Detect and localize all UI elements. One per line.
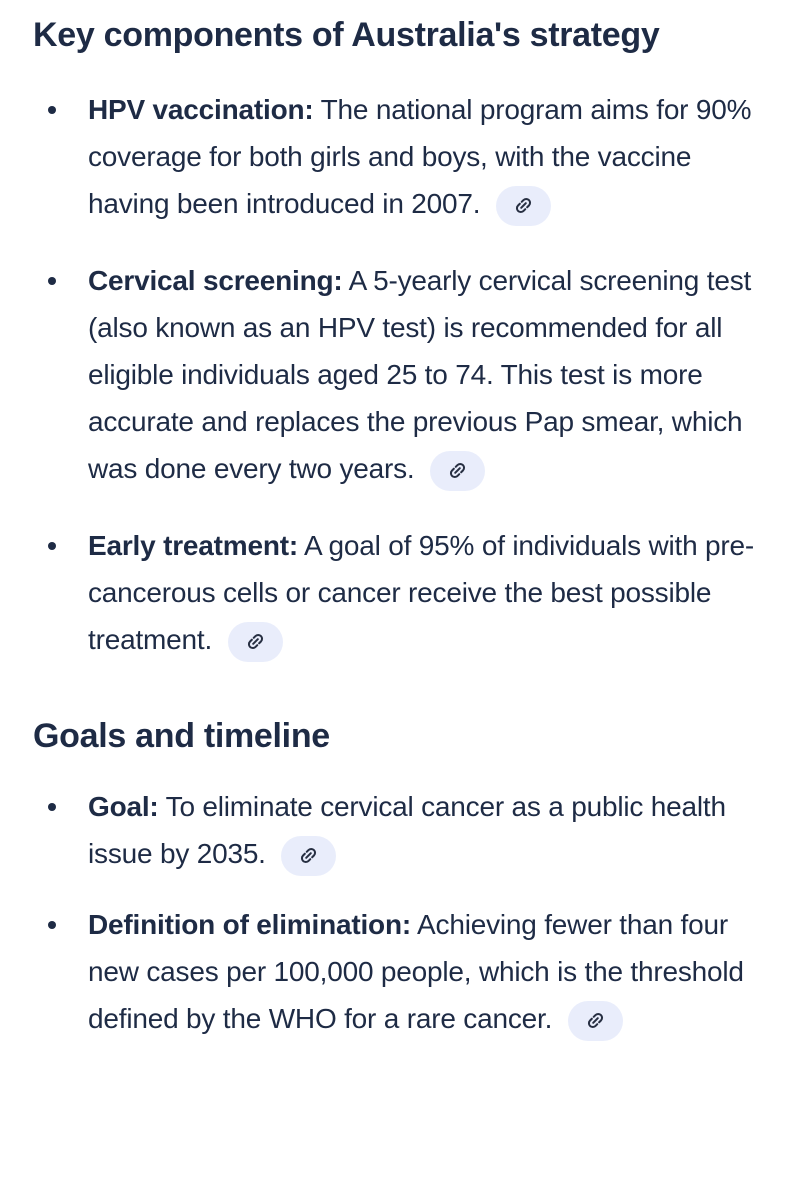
link-icon [450, 463, 466, 479]
bullet-marker [48, 106, 56, 114]
list-item: Cervical screening: A 5-yearly cervical … [33, 257, 760, 492]
item-label: Early treatment: [88, 530, 298, 561]
list-item-text: Goal: To eliminate cervical cancer as a … [88, 783, 760, 877]
section-heading-key-components: Key components of Australia's strategy [33, 16, 660, 54]
link-icon [587, 1013, 603, 1029]
bullet-marker [48, 277, 56, 285]
list-item: HPV vaccination: The national program ai… [33, 86, 760, 227]
link-icon [515, 198, 531, 214]
bullet-marker [48, 542, 56, 550]
item-label: Cervical screening: [88, 265, 343, 296]
item-body: The national program aims for 90% covera… [88, 94, 752, 219]
item-body: To eliminate cervical cancer as a public… [88, 791, 726, 869]
list-item: Definition of elimination: Achieving few… [33, 901, 760, 1042]
source-link-button[interactable] [227, 621, 283, 662]
list-item: Early treatment: A goal of 95% of indivi… [33, 522, 760, 663]
item-label: Goal: [88, 791, 159, 822]
source-link-button[interactable] [495, 185, 551, 226]
source-link-button[interactable] [281, 835, 337, 876]
list-item-text: HPV vaccination: The national program ai… [88, 86, 760, 227]
item-body: A 5-yearly cervical screening test (also… [88, 265, 752, 484]
item-label: HPV vaccination: [88, 94, 314, 125]
list-item-text: Early treatment: A goal of 95% of indivi… [88, 522, 760, 663]
bullet-marker [48, 921, 56, 929]
goals-timeline-list: Goal: To eliminate cervical cancer as a … [33, 783, 760, 1042]
link-icon [247, 634, 263, 650]
item-body: Achieving fewer than four new cases per … [88, 909, 744, 1034]
list-item-text: Definition of elimination: Achieving few… [88, 901, 760, 1042]
item-label: Definition of elimination: [88, 909, 411, 940]
source-link-button[interactable] [430, 450, 486, 491]
list-item-text: Cervical screening: A 5-yearly cervical … [88, 257, 760, 492]
list-item: Goal: To eliminate cervical cancer as a … [33, 783, 760, 877]
item-body: A goal of 95% of individuals with pre-ca… [88, 530, 755, 655]
link-icon [301, 848, 317, 864]
key-components-list: HPV vaccination: The national program ai… [33, 86, 760, 663]
source-link-button[interactable] [567, 1000, 623, 1041]
section-heading-goals-timeline: Goals and timeline [33, 717, 330, 755]
bullet-marker [48, 803, 56, 811]
